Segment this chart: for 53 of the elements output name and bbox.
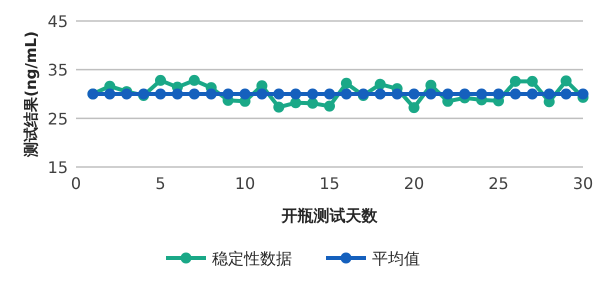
y-axis-title: 测试结果(ng/mL) [22,31,40,158]
point [544,88,555,100]
x-axis-title: 开瓶测试天数 [280,206,378,225]
x-tick-label: 30 [572,174,594,193]
point [526,88,538,100]
point [188,74,200,86]
point [560,75,572,86]
y-tick-label: 15 [48,158,68,177]
point [172,88,183,100]
point [324,88,335,100]
x-tick-label: 10 [234,174,256,193]
point [408,102,420,114]
y-tick-label: 35 [48,60,68,80]
legend-label: 平均值 [372,249,420,268]
point [578,88,588,100]
point [392,88,403,100]
point [374,88,386,100]
point [493,88,504,100]
point [510,88,521,100]
point [222,88,234,100]
point [425,88,436,100]
point [526,76,538,87]
point [340,88,352,100]
point [155,88,166,100]
point [408,88,420,100]
point [510,76,521,87]
point [273,88,284,100]
point [206,88,217,100]
point [121,88,132,100]
point [188,88,200,100]
point [459,88,470,100]
point [374,78,386,90]
point [324,100,335,112]
point [476,88,488,100]
y-tick-label: 45 [48,12,68,31]
point [307,88,318,100]
point [273,102,284,113]
x-tick-label: 5 [155,174,166,193]
point [290,88,302,100]
x-tick-label: 25 [488,174,509,193]
point [256,88,268,100]
point [560,88,572,100]
point [307,98,318,109]
y-tick-label: 25 [48,109,68,128]
x-tick-label: 20 [404,174,424,193]
point [442,88,454,100]
point [340,78,352,89]
x-tick-label: 0 [70,174,82,193]
point [104,88,116,100]
point [240,88,250,100]
point [155,74,166,86]
x-tick-label: 15 [319,174,340,193]
legend-label: 稳定性数据 [212,249,292,268]
